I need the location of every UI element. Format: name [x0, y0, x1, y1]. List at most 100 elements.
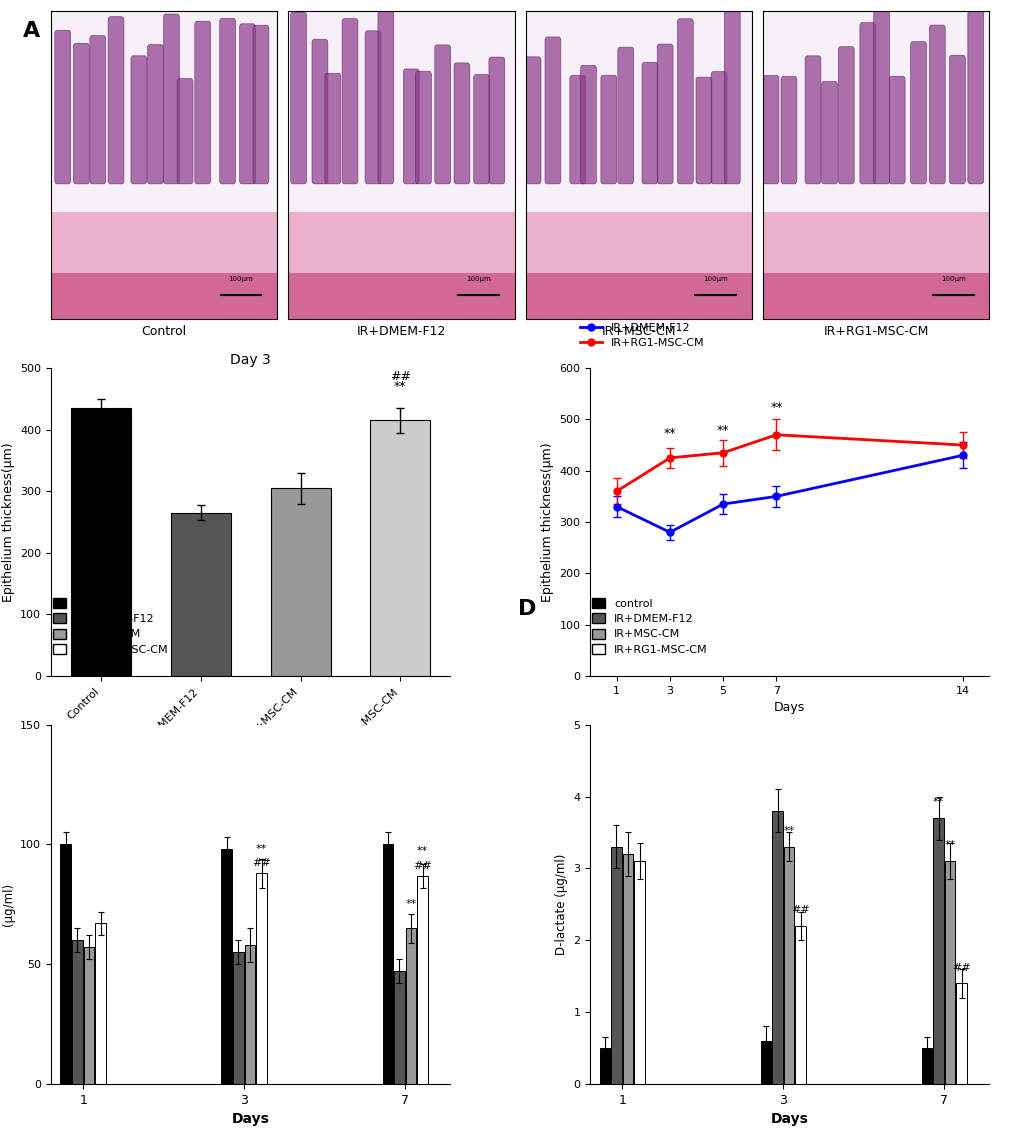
X-axis label: IR+RG1-MSC-CM: IR+RG1-MSC-CM: [823, 325, 928, 338]
FancyBboxPatch shape: [838, 47, 853, 184]
Bar: [370, 420, 430, 675]
FancyBboxPatch shape: [641, 63, 657, 184]
Y-axis label: Serum xylose concentration
(μg/ml): Serum xylose concentration (μg/ml): [0, 822, 14, 987]
X-axis label: IR+MSC-CM: IR+MSC-CM: [601, 325, 676, 338]
FancyBboxPatch shape: [949, 55, 964, 184]
Text: ##: ##: [389, 371, 411, 383]
FancyBboxPatch shape: [108, 17, 123, 184]
FancyBboxPatch shape: [656, 44, 673, 184]
Bar: [382, 844, 392, 1084]
Bar: [245, 945, 255, 1084]
FancyBboxPatch shape: [403, 68, 419, 184]
Bar: [95, 923, 106, 1084]
Text: ##: ##: [413, 860, 432, 871]
Bar: [634, 861, 644, 1084]
Bar: [288, 211, 514, 319]
Y-axis label: D-lactate (μg/ml): D-lactate (μg/ml): [554, 853, 568, 955]
Legend: control, IR+DMEM-F12, IR+MSC-CM, IR+RG1-MSC-CM: control, IR+DMEM-F12, IR+MSC-CM, IR+RG1-…: [587, 593, 711, 659]
FancyBboxPatch shape: [73, 43, 89, 184]
FancyBboxPatch shape: [325, 73, 340, 184]
FancyBboxPatch shape: [488, 57, 504, 184]
Bar: [51, 211, 277, 319]
Text: **: **: [663, 427, 676, 440]
FancyBboxPatch shape: [290, 13, 307, 184]
X-axis label: Days: Days: [770, 1112, 808, 1126]
FancyBboxPatch shape: [762, 75, 779, 184]
FancyBboxPatch shape: [821, 81, 837, 184]
Bar: [71, 408, 130, 675]
FancyBboxPatch shape: [434, 44, 450, 184]
Bar: [783, 847, 794, 1084]
Bar: [170, 512, 230, 675]
Bar: [623, 855, 633, 1084]
FancyBboxPatch shape: [525, 57, 540, 184]
Bar: [944, 861, 955, 1084]
Bar: [795, 925, 805, 1084]
Bar: [921, 1049, 931, 1084]
FancyBboxPatch shape: [677, 18, 693, 184]
Bar: [84, 947, 94, 1084]
Bar: [233, 953, 244, 1084]
Bar: [526, 273, 751, 319]
Text: **: **: [716, 424, 729, 437]
Bar: [393, 971, 405, 1084]
Text: **: **: [944, 841, 955, 850]
Text: **: **: [769, 402, 782, 414]
Text: ##: ##: [791, 905, 809, 915]
Bar: [762, 211, 988, 319]
Text: D: D: [518, 599, 536, 620]
FancyBboxPatch shape: [341, 18, 358, 184]
X-axis label: IR+DMEM-F12: IR+DMEM-F12: [357, 325, 445, 338]
Text: 100μm: 100μm: [940, 276, 965, 282]
Bar: [51, 273, 277, 319]
Title: Day 3: Day 3: [230, 353, 271, 367]
FancyBboxPatch shape: [90, 35, 106, 184]
Text: **: **: [256, 844, 267, 855]
FancyBboxPatch shape: [312, 39, 327, 184]
Bar: [956, 984, 966, 1084]
Text: 100μm: 100μm: [228, 276, 253, 282]
Bar: [270, 488, 330, 675]
FancyBboxPatch shape: [365, 31, 380, 184]
FancyBboxPatch shape: [544, 37, 560, 184]
Text: **: **: [393, 380, 407, 393]
FancyBboxPatch shape: [415, 71, 431, 184]
FancyBboxPatch shape: [195, 22, 210, 184]
Text: A: A: [22, 21, 40, 41]
FancyBboxPatch shape: [910, 41, 925, 184]
Bar: [610, 847, 622, 1084]
Legend: IR+DMEM-F12, IR+RG1-MSC-CM: IR+DMEM-F12, IR+RG1-MSC-CM: [575, 318, 708, 353]
FancyBboxPatch shape: [570, 75, 585, 184]
FancyBboxPatch shape: [453, 63, 470, 184]
FancyBboxPatch shape: [378, 10, 393, 184]
Bar: [256, 873, 267, 1084]
FancyBboxPatch shape: [580, 65, 596, 184]
FancyBboxPatch shape: [723, 9, 740, 184]
Bar: [417, 875, 428, 1084]
FancyBboxPatch shape: [177, 79, 193, 184]
Text: **: **: [783, 826, 794, 836]
Bar: [932, 818, 943, 1084]
FancyBboxPatch shape: [889, 76, 904, 184]
Text: ##: ##: [952, 963, 970, 972]
X-axis label: Control: Control: [142, 325, 186, 338]
Bar: [60, 844, 71, 1084]
Bar: [221, 849, 232, 1084]
Text: 100μm: 100μm: [466, 276, 490, 282]
Text: **: **: [932, 798, 944, 808]
Y-axis label: Epithelium thickness(μm): Epithelium thickness(μm): [540, 443, 553, 601]
FancyBboxPatch shape: [55, 31, 70, 184]
FancyBboxPatch shape: [253, 25, 269, 184]
FancyBboxPatch shape: [804, 56, 820, 184]
Bar: [288, 273, 514, 319]
FancyBboxPatch shape: [163, 14, 179, 184]
FancyBboxPatch shape: [967, 11, 982, 184]
FancyBboxPatch shape: [473, 74, 489, 184]
Text: **: **: [405, 899, 416, 909]
FancyBboxPatch shape: [928, 25, 945, 184]
X-axis label: Days: Days: [773, 702, 805, 714]
Text: ##: ##: [252, 858, 271, 868]
FancyBboxPatch shape: [219, 18, 235, 184]
Text: **: **: [417, 847, 428, 857]
Text: 100μm: 100μm: [703, 276, 728, 282]
